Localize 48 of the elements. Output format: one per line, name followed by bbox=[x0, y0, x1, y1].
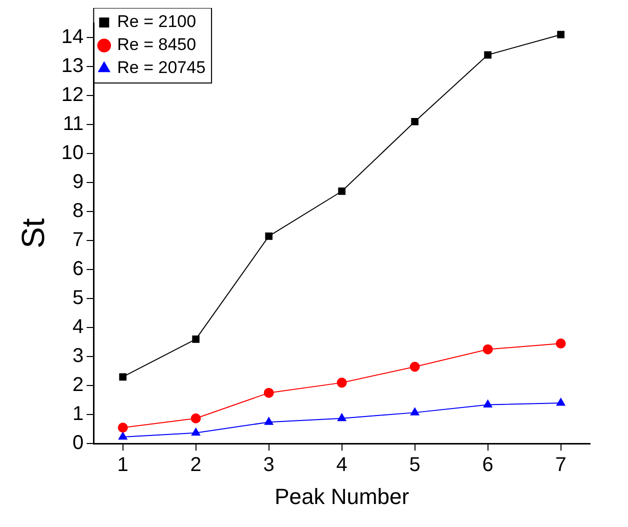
point bbox=[338, 188, 346, 195]
point bbox=[410, 408, 420, 416]
point bbox=[411, 118, 418, 126]
legend-label: Re = 2100 bbox=[117, 12, 196, 32]
point bbox=[118, 432, 128, 440]
point bbox=[482, 344, 493, 354]
y-tick-label: 7 bbox=[72, 229, 84, 252]
point bbox=[337, 413, 346, 422]
point bbox=[410, 362, 420, 372]
y-tick-label: 2 bbox=[72, 374, 84, 396]
x-tick-label: 2 bbox=[190, 454, 202, 476]
x-tick-label: 5 bbox=[409, 454, 420, 476]
y-tick-label: 1 bbox=[72, 403, 84, 426]
y-tick-label: 11 bbox=[62, 113, 84, 136]
point bbox=[192, 335, 200, 343]
y-tick-label: 12 bbox=[61, 84, 84, 106]
y-tick-label: 10 bbox=[61, 142, 84, 164]
y-tick-label: 9 bbox=[72, 171, 84, 194]
x-tick-label: 6 bbox=[482, 454, 494, 476]
point bbox=[190, 413, 201, 424]
point bbox=[556, 398, 566, 406]
y-tick-label: 8 bbox=[72, 200, 84, 222]
point bbox=[264, 388, 274, 398]
y-tick-label: 4 bbox=[72, 316, 84, 338]
legend-label: Re = 20745 bbox=[117, 58, 206, 78]
point bbox=[119, 373, 127, 381]
point bbox=[336, 378, 347, 388]
point bbox=[557, 30, 564, 38]
y-tick-label: 5 bbox=[72, 287, 84, 310]
point bbox=[556, 338, 566, 349]
x-axis-title: Peak Number bbox=[274, 484, 410, 509]
y-tick-label: 0 bbox=[72, 432, 84, 454]
y-axis-title: St bbox=[15, 218, 52, 248]
y-tick-label: 3 bbox=[72, 345, 84, 368]
y-tick-label: 13 bbox=[61, 55, 84, 78]
point bbox=[265, 232, 273, 240]
point bbox=[484, 51, 492, 59]
x-tick-label: 1 bbox=[117, 454, 128, 476]
x-tick-label: 4 bbox=[336, 454, 348, 476]
point bbox=[264, 417, 274, 425]
point bbox=[483, 400, 492, 408]
y-tick-label: 14 bbox=[61, 26, 84, 48]
x-tick-label: 3 bbox=[263, 454, 274, 476]
x-tick-label: 7 bbox=[555, 454, 566, 476]
point bbox=[191, 428, 200, 436]
y-tick-label: 6 bbox=[72, 258, 84, 280]
point bbox=[118, 422, 128, 433]
legend-label: Re = 8450 bbox=[117, 35, 196, 54]
